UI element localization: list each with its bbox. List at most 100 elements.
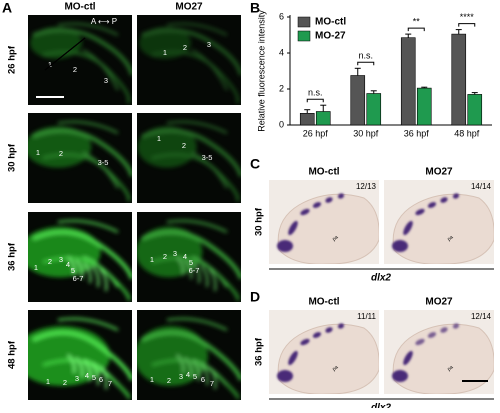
stain xyxy=(337,323,345,329)
in-situ-image: pa xyxy=(269,180,379,264)
gene-label: dlx2 xyxy=(371,273,391,284)
signal xyxy=(151,50,240,104)
fluorescence-image xyxy=(137,113,241,203)
arch-label: 1 xyxy=(157,134,161,143)
fluorescence-image xyxy=(28,113,132,203)
bar xyxy=(416,87,432,126)
bar xyxy=(315,111,331,126)
significance-label: n.s. xyxy=(308,88,323,98)
stain xyxy=(300,208,310,216)
arch-label: 1 xyxy=(150,255,154,264)
y-tick-label: 4 xyxy=(279,47,284,57)
legend-label: MO-ctl xyxy=(315,17,346,28)
stain xyxy=(277,240,293,252)
signal xyxy=(184,357,193,378)
green-signal xyxy=(28,317,132,400)
signal xyxy=(141,230,241,280)
panel-letter: A xyxy=(2,0,12,16)
row-label: 26 hpf xyxy=(7,45,18,74)
fluorescence-image xyxy=(137,212,241,302)
signal xyxy=(32,230,132,280)
signal xyxy=(141,28,241,76)
signal xyxy=(91,363,100,386)
signal xyxy=(166,120,228,189)
arch-label: 2 xyxy=(183,43,187,52)
stain xyxy=(452,323,460,329)
in-situ-image: pa xyxy=(384,180,494,264)
stain xyxy=(312,202,322,208)
region-label: pa xyxy=(446,364,454,372)
fluorescence-image xyxy=(137,310,241,400)
image-background xyxy=(28,15,132,105)
count-label: 12/14 xyxy=(471,312,492,321)
stain xyxy=(288,220,298,236)
dlx2-stain xyxy=(277,323,345,382)
arch-label: 5 xyxy=(189,258,193,267)
column-header: MO27 xyxy=(425,167,453,178)
significance-bracket xyxy=(357,61,375,66)
arch-label: 6 xyxy=(99,375,103,384)
signal xyxy=(137,326,208,386)
arch-label: 1 xyxy=(48,60,52,69)
arch-label: 1 xyxy=(46,377,50,386)
arch-label: 3 xyxy=(75,374,79,383)
y-axis-label: Relative fluorescence intensity xyxy=(256,10,266,132)
significance-label: **** xyxy=(460,12,475,22)
arch-label: 3 xyxy=(173,249,177,258)
row-label: 36 hpf xyxy=(254,337,265,366)
arch-label: 2 xyxy=(182,141,186,150)
signal xyxy=(208,268,217,292)
arch-label: 5 xyxy=(193,372,197,381)
dlx2-stain xyxy=(277,193,345,252)
arch-label: 3-5 xyxy=(98,158,109,167)
x-tick-label: 48 hpf xyxy=(454,128,480,138)
signal xyxy=(91,265,100,288)
arch-label: 4 xyxy=(186,370,190,379)
signal xyxy=(184,259,193,280)
green-signal xyxy=(28,219,132,302)
row-label: 30 hpf xyxy=(254,207,265,236)
arch-label: 1 xyxy=(36,148,40,157)
stain xyxy=(392,370,408,382)
arch-label: 1 xyxy=(34,263,38,272)
bar xyxy=(400,37,416,126)
signal xyxy=(137,226,203,278)
arch-label: 3 xyxy=(59,255,63,264)
column-header: MO27 xyxy=(425,297,453,308)
bar xyxy=(451,33,467,126)
signal xyxy=(28,226,101,278)
panel-letter: D xyxy=(250,289,260,305)
stain xyxy=(415,208,425,216)
arch-label: 4 xyxy=(183,252,187,261)
signal xyxy=(57,22,119,91)
signal xyxy=(99,268,108,292)
column-header: MO-ctl xyxy=(308,297,339,308)
y-tick-label: 0 xyxy=(279,119,284,129)
arch-label: 4 xyxy=(85,371,89,380)
row-label: 36 hpf xyxy=(7,242,18,271)
arch-label: 2 xyxy=(63,378,67,387)
signal xyxy=(176,354,185,374)
region-label: pa xyxy=(331,364,339,372)
signal xyxy=(200,363,209,386)
arch-label: 1 xyxy=(150,375,154,384)
pa-line xyxy=(44,37,86,71)
signal xyxy=(99,366,108,390)
signal xyxy=(32,330,132,381)
significance-label: ** xyxy=(413,16,421,26)
fluorescence-image xyxy=(137,15,241,105)
fluorescence-image xyxy=(28,212,132,302)
signal xyxy=(57,120,119,189)
column-header: MO-ctl xyxy=(64,2,95,13)
stain xyxy=(288,350,298,366)
orientation-label: A ⟷ P xyxy=(91,17,117,26)
count-label: 14/14 xyxy=(471,182,492,191)
arch-label: 2 xyxy=(48,257,52,266)
arch-label: 5 xyxy=(71,266,75,275)
row-label: 48 hpf xyxy=(7,340,18,369)
arch-label: 3 xyxy=(179,372,183,381)
region-label: pa xyxy=(446,234,454,242)
signal xyxy=(83,360,92,382)
arch-label: 2 xyxy=(167,376,171,385)
